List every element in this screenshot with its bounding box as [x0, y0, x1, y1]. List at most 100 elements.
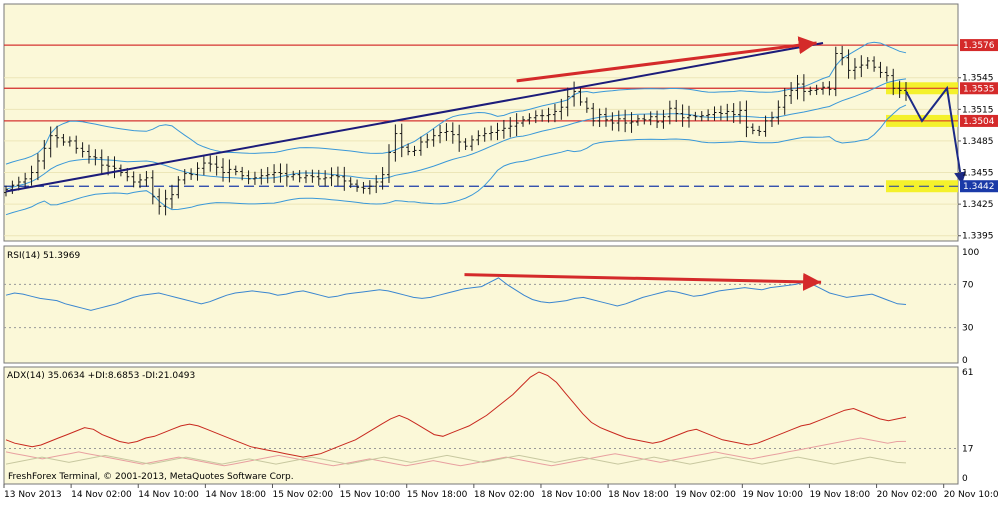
price-tick-label: 1.3395 — [962, 232, 994, 242]
price-bar — [489, 125, 494, 141]
price-bar — [399, 123, 404, 158]
price-bar — [431, 128, 436, 147]
price-bar — [495, 122, 500, 141]
adx-series-di — [5, 437, 907, 467]
adx-tick-label: 61 — [962, 368, 973, 378]
rsi-layer: 100 70 30 0 — [4, 248, 979, 366]
price-bar — [438, 124, 443, 144]
price-bar — [559, 98, 564, 120]
price-panel — [3, 3, 959, 242]
price-bar — [897, 80, 902, 98]
time-tick-label: 15 Nov 02:00 — [272, 490, 333, 500]
price-bar — [412, 145, 417, 157]
price-bar — [635, 115, 640, 126]
price-bar — [552, 103, 557, 123]
price-tick-label: 1.3425 — [962, 200, 994, 210]
adx-tick-label: 0 — [962, 474, 968, 484]
price-level-tag — [960, 82, 998, 95]
price-level-tag — [960, 114, 998, 127]
price-bar — [533, 110, 538, 124]
time-tick-label: 20 Nov 02:00 — [877, 490, 938, 500]
price-bar — [840, 45, 845, 66]
price-bar — [776, 100, 781, 125]
price-bar — [240, 166, 245, 181]
price-bar — [680, 104, 685, 127]
price-bar — [214, 155, 219, 176]
price-bar — [514, 113, 519, 137]
rsi-panel — [3, 245, 959, 364]
bb-middle — [5, 78, 907, 190]
price-bars — [4, 45, 908, 216]
price-bar — [827, 81, 832, 96]
price-bar — [144, 170, 149, 187]
adx-series-adx — [5, 371, 907, 458]
price-bar — [814, 84, 819, 95]
price-bar — [348, 177, 353, 188]
price-bar — [93, 149, 98, 166]
time-tick-label: 19 Nov 18:00 — [809, 490, 870, 500]
price-bar — [578, 87, 583, 106]
rsi-tick-label: 30 — [962, 324, 974, 334]
price-bar — [221, 158, 226, 182]
price-bar — [801, 74, 806, 102]
price-bar — [610, 112, 615, 131]
adx-panel — [3, 366, 959, 485]
rsi-tick-label: 0 — [962, 356, 968, 366]
price-bar — [227, 159, 232, 183]
price-bar — [182, 169, 187, 185]
price-bar — [297, 170, 302, 183]
price-bar — [67, 136, 72, 147]
price-tick-label: 1.3515 — [962, 105, 994, 115]
price-tick-label: 1.3545 — [962, 74, 994, 84]
price-bar — [86, 144, 91, 164]
price-bar — [195, 162, 200, 181]
price-bar — [386, 144, 391, 183]
price-bar — [329, 167, 334, 187]
bb-lower — [5, 104, 907, 216]
price-bar — [693, 111, 698, 121]
price-bar — [252, 171, 257, 185]
price-bar — [361, 181, 366, 194]
price-bar — [42, 139, 47, 170]
price-bar — [55, 125, 60, 148]
price-bar — [597, 108, 602, 127]
price-bar — [246, 170, 251, 185]
price-bar — [584, 97, 589, 113]
price-bar — [380, 167, 385, 190]
price-bar — [150, 170, 155, 205]
price-bar — [757, 125, 762, 137]
price-bar — [23, 172, 28, 189]
price-bar — [469, 135, 474, 151]
time-tick-label: 14 Nov 18:00 — [205, 490, 266, 500]
price-tick-label: 1.3455 — [962, 169, 994, 179]
price-bar — [712, 106, 717, 121]
price-bar — [80, 142, 85, 158]
adx-series-di — [5, 454, 907, 465]
bollinger-bands — [5, 41, 907, 216]
time-tick-label: 20 Nov 10:00 — [944, 490, 999, 500]
price-bar — [463, 138, 468, 150]
price-bar — [546, 107, 551, 123]
price-bar — [655, 110, 660, 129]
price-bar — [284, 163, 289, 187]
price-bar — [686, 105, 691, 128]
time-tick-label: 14 Nov 10:00 — [138, 490, 199, 500]
price-levels — [4, 44, 958, 193]
price-bar — [527, 113, 532, 125]
price-bar — [476, 130, 481, 146]
price-bar — [131, 171, 136, 188]
time-tick-label: 14 Nov 02:00 — [71, 490, 132, 500]
price-bar — [661, 109, 666, 129]
price-bar — [616, 110, 621, 132]
price-bar — [99, 149, 104, 174]
price-bar — [731, 103, 736, 123]
time-tick-label: 15 Nov 18:00 — [407, 490, 468, 500]
price-bar — [457, 124, 462, 152]
price-bar — [323, 170, 328, 187]
footer-copyright: FreshForex Terminal, © 2001-2013, MetaQu… — [8, 472, 294, 482]
price-bar — [169, 184, 174, 209]
price-bar — [572, 81, 577, 107]
price-bar — [342, 166, 347, 191]
time-tick-label: 13 Nov 2013 — [4, 490, 62, 500]
